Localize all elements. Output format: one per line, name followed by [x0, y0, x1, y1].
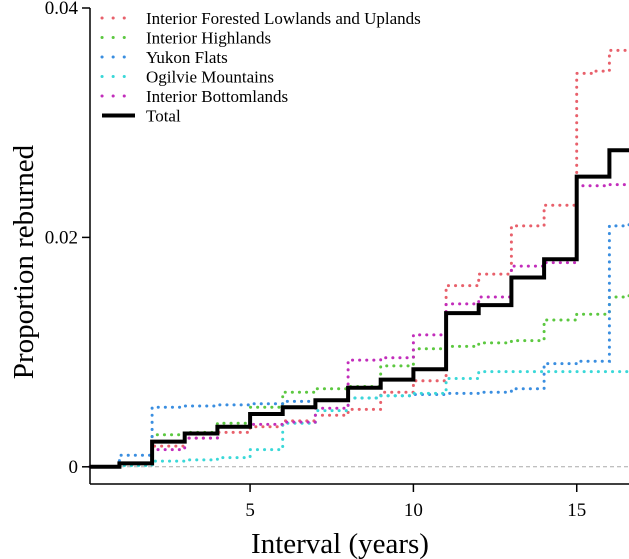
y-tick-label: 0.04 [45, 0, 79, 19]
x-tick-label: 10 [404, 500, 423, 521]
series-line-total [90, 148, 629, 469]
series-line-yukon-flats [88, 222, 629, 469]
y-axis-label: Proportion reburned [8, 144, 40, 379]
x-tick-label: 5 [245, 500, 255, 521]
x-tick-label: 15 [567, 500, 586, 521]
series-line-interior-bottomlands [88, 180, 629, 469]
x-axis-label: Interval (years) [251, 528, 429, 559]
legend-label: Ogilvie Mountains [146, 68, 274, 87]
y-tick-label: 0 [69, 457, 79, 478]
legend-label: Interior Bottomlands [146, 87, 288, 106]
legend: Interior Forested Lowlands and UplandsIn… [100, 9, 421, 126]
legend-label: Interior Forested Lowlands and Uplands [146, 9, 421, 28]
legend-label: Interior Highlands [146, 29, 271, 48]
y-tick-label: 0.02 [45, 227, 78, 248]
legend-label: Total [146, 107, 181, 126]
series-line-ogilvie-mountains [88, 370, 629, 469]
legend-label: Yukon Flats [146, 48, 228, 67]
